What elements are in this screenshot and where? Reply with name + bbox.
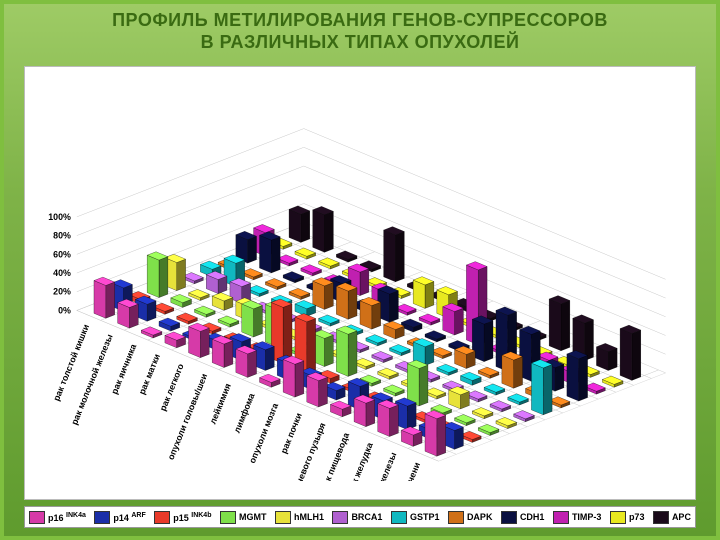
category-label: рак желудка xyxy=(346,441,375,481)
legend-swatch xyxy=(332,511,348,524)
legend-item: GSTP1 xyxy=(391,511,440,524)
category-label: рак пищевода xyxy=(319,431,351,481)
legend-item: p16 INK4a xyxy=(29,511,86,524)
slide-frame: ПРОФИЛЬ МЕТИЛИРОВАНИЯ ГЕНОВ-СУПРЕССОРОВ … xyxy=(0,0,720,540)
legend-label: hMLH1 xyxy=(294,512,324,522)
legend-swatch xyxy=(448,511,464,524)
y-tick: 100% xyxy=(48,212,71,222)
legend-swatch xyxy=(94,511,110,524)
category-label: рак матки xyxy=(137,352,162,395)
legend-label: APC xyxy=(672,512,691,522)
chart-svg: 0%20%40%60%80%100%рак толстой кишкирак м… xyxy=(25,67,695,481)
legend-swatch xyxy=(501,511,517,524)
y-tick: 80% xyxy=(53,231,71,241)
legend-swatch xyxy=(29,511,45,524)
legend-item: p15 INK4b xyxy=(154,511,211,524)
legend-label: GSTP1 xyxy=(410,512,440,522)
category-label: рак легкого xyxy=(158,362,186,413)
y-tick: 60% xyxy=(53,249,71,259)
legend-item: p14 ARF xyxy=(94,511,145,524)
legend-label: CDH1 xyxy=(520,512,545,522)
title-line-1: ПРОФИЛЬ МЕТИЛИРОВАНИЯ ГЕНОВ-СУПРЕССОРОВ xyxy=(112,10,608,30)
legend-item: MGMT xyxy=(220,511,267,524)
legend-label: p15 INK4b xyxy=(173,512,211,523)
y-tick: 0% xyxy=(58,305,71,315)
legend-item: APC xyxy=(653,511,691,524)
y-tick: 20% xyxy=(53,287,71,297)
legend: p16 INK4a p14 ARF p15 INK4b MGMT hMLH1 BRCA1 G… xyxy=(24,506,696,528)
legend-swatch xyxy=(610,511,626,524)
legend-swatch xyxy=(275,511,291,524)
legend-swatch xyxy=(653,511,669,524)
legend-item: TIMP-3 xyxy=(553,511,602,524)
category-label: рак почки xyxy=(279,412,304,455)
legend-label: DAPK xyxy=(467,512,493,522)
legend-item: hMLH1 xyxy=(275,511,324,524)
y-tick: 40% xyxy=(53,268,71,278)
legend-swatch xyxy=(154,511,170,524)
category-label: рак печени xyxy=(395,461,422,481)
legend-item: CDH1 xyxy=(501,511,545,524)
slide-title: ПРОФИЛЬ МЕТИЛИРОВАНИЯ ГЕНОВ-СУПРЕССОРОВ … xyxy=(4,4,716,55)
legend-label: MGMT xyxy=(239,512,267,522)
legend-label: p16 INK4a xyxy=(48,512,86,523)
category-label: рак яичника xyxy=(109,342,138,395)
legend-swatch xyxy=(391,511,407,524)
category-label: лейкимия xyxy=(208,382,233,426)
legend-item: BRCA1 xyxy=(332,511,382,524)
legend-item: DAPK xyxy=(448,511,493,524)
legend-item: p73 xyxy=(610,511,645,524)
legend-label: p14 ARF xyxy=(113,512,145,523)
legend-label: p73 xyxy=(629,512,645,522)
legend-label: BRCA1 xyxy=(351,512,382,522)
legend-swatch xyxy=(220,511,236,524)
chart-panel: 0%20%40%60%80%100%рак толстой кишкирак м… xyxy=(24,66,696,500)
category-label: опухоли мозга xyxy=(247,402,280,465)
title-line-2: В РАЗЛИЧНЫХ ТИПАХ ОПУХОЛЕЙ xyxy=(201,32,520,52)
legend-swatch xyxy=(553,511,569,524)
category-label: лимфома xyxy=(232,392,257,435)
legend-label: TIMP-3 xyxy=(572,512,602,522)
